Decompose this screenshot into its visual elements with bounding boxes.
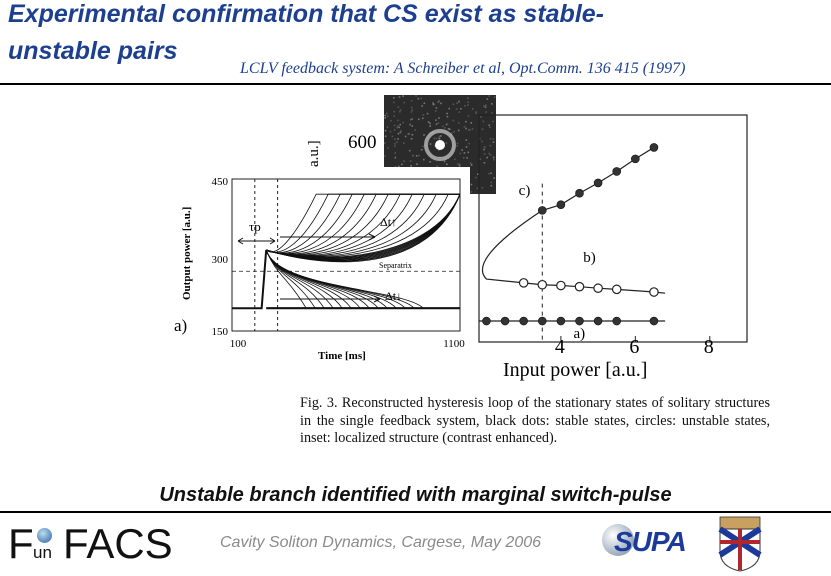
stable-point <box>631 154 640 164</box>
unstable-point <box>518 278 529 288</box>
university-crest-icon <box>718 516 762 572</box>
footer-divider <box>0 511 831 513</box>
trace-panel-label: a) <box>174 316 187 335</box>
hysteresis-xtick-4: 4 <box>555 336 565 358</box>
trace-frame <box>231 178 461 332</box>
trace-ylabel: Output power [a.u.] <box>181 207 193 300</box>
dt-up-arrow <box>280 233 376 241</box>
trace-up <box>266 194 461 263</box>
annotation-dt-up: Δt↑ <box>380 215 397 229</box>
trace-xtick-1100: 1100 <box>443 338 465 350</box>
trace-xtick-100: 100 <box>230 338 247 350</box>
stable-point <box>537 206 547 215</box>
title-divider <box>0 83 831 85</box>
hysteresis-ytick: 600 <box>348 132 377 153</box>
annotation-separatrix: Separatrix <box>379 261 412 270</box>
figure: a.u.] 600 4 6 8 Input power [a.u.] a) b)… <box>170 95 748 381</box>
unstable-point <box>593 283 603 294</box>
unstable-point <box>649 287 659 297</box>
unstable-point <box>611 284 622 295</box>
hysteresis-curve <box>481 146 666 294</box>
slide-subtitle: Unstable branch identified with marginal… <box>159 484 672 506</box>
funfacs-logo-facs: FACS <box>63 520 173 567</box>
stable-point <box>593 316 603 326</box>
stable-point <box>593 178 603 188</box>
figure-caption: Fig. 3. Reconstructed hysteresis loop of… <box>300 395 770 446</box>
unstable-point <box>574 281 585 292</box>
trace-pulse <box>232 249 268 310</box>
trace-down <box>265 249 460 309</box>
unstable-point <box>537 279 548 290</box>
stable-point <box>575 188 584 198</box>
stable-point <box>649 143 659 152</box>
citation: LCLV feedback system: A Schreiber et al,… <box>240 60 686 77</box>
branch-label-a: a) <box>574 326 586 342</box>
stable-point <box>537 316 547 326</box>
hysteresis-xtick-6: 6 <box>629 336 639 358</box>
stable-point <box>482 316 491 326</box>
stable-point <box>612 167 622 176</box>
stable-point <box>500 316 510 326</box>
trace-ytick-450: 450 <box>212 176 229 188</box>
slide-title-line1: Experimental confirmation that CS exist … <box>8 0 604 28</box>
trace-ytick-300: 300 <box>212 254 229 266</box>
funfacs-logo-un: un <box>33 543 52 562</box>
trace-xlabel: Time [ms] <box>318 350 366 362</box>
hysteresis-xlabel: Input power [a.u.] <box>503 359 647 381</box>
annotation-tau-p: τp <box>249 219 261 234</box>
supa-logo-text: SUPA <box>614 526 687 557</box>
stable-point <box>575 316 584 326</box>
stable-point <box>612 316 622 326</box>
hysteresis-frame <box>478 114 748 343</box>
hysteresis-ylabel-partial: a.u.] <box>306 140 322 167</box>
branch-label-b: b) <box>583 250 596 266</box>
stable-point <box>556 200 566 209</box>
stable-point <box>519 316 528 326</box>
tau-p-arrow <box>237 237 276 245</box>
unstable-point <box>556 280 566 291</box>
trace-ytick-150: 150 <box>212 326 229 338</box>
footer-text: Cavity Soliton Dynamics, Cargese, May 20… <box>220 534 542 551</box>
supa-logo-sphere-icon <box>602 524 634 556</box>
funfacs-logo-f: F <box>8 520 34 567</box>
hysteresis-xtick-8: 8 <box>704 336 714 358</box>
stable-point <box>556 316 566 326</box>
branch-label-c: c) <box>519 183 531 199</box>
funfacs-logo: F un FACS <box>8 520 193 570</box>
slide-title-line2: unstable pairs <box>8 37 178 65</box>
dt-down-arrow <box>280 295 381 303</box>
stable-point <box>649 316 659 326</box>
supa-logo: SUPA <box>600 520 715 570</box>
funfacs-logo-dot-icon <box>37 528 52 543</box>
annotation-dt-down: Δt↓ <box>385 289 402 303</box>
